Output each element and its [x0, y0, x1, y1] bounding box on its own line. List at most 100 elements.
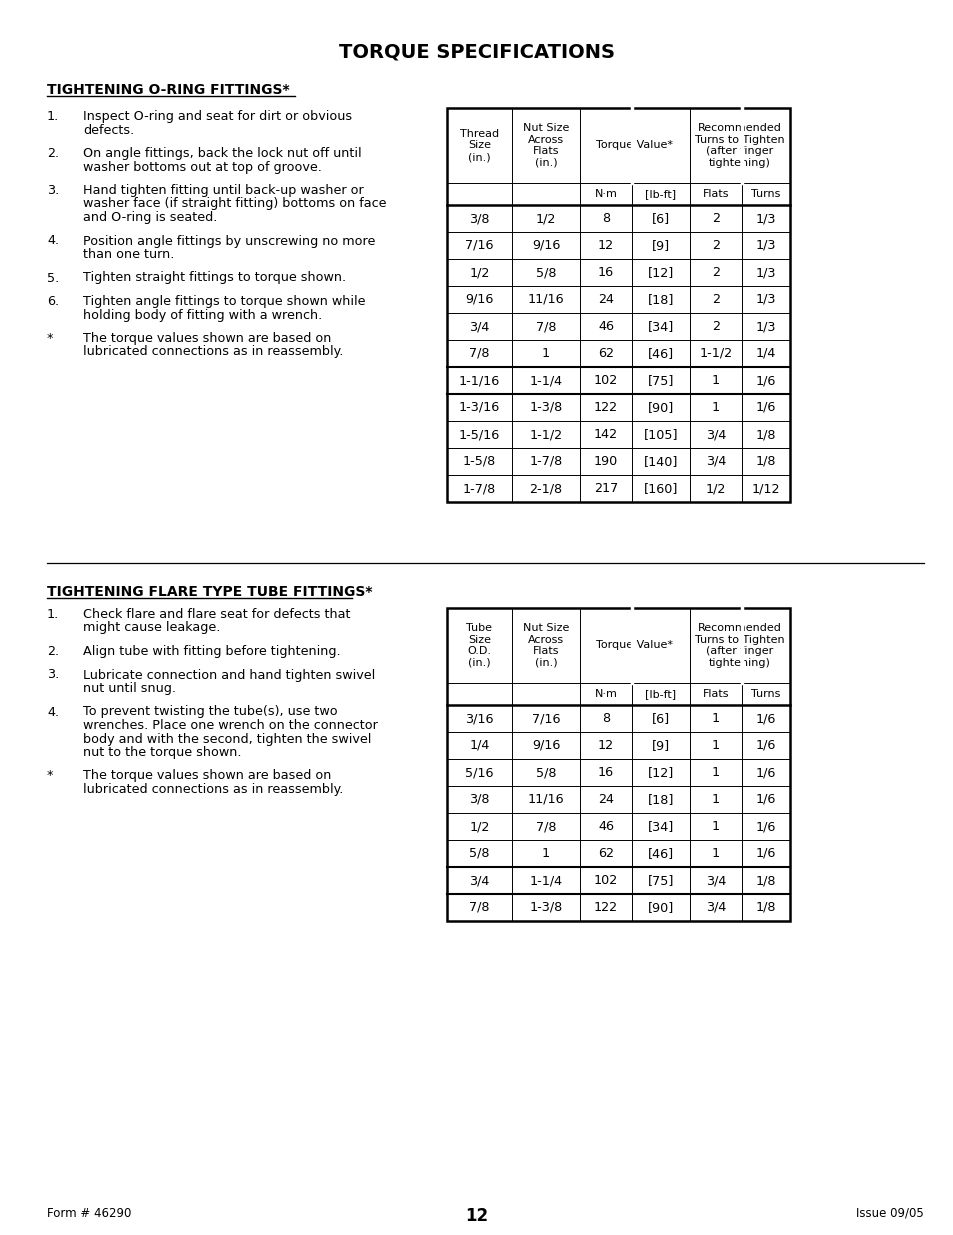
Text: 3.: 3.	[47, 668, 59, 682]
Text: 1/6: 1/6	[755, 401, 776, 414]
Text: 24: 24	[598, 793, 614, 806]
Text: body and with the second, tighten the swivel: body and with the second, tighten the sw…	[83, 732, 371, 746]
Text: 1: 1	[541, 347, 550, 359]
Text: 1/4: 1/4	[755, 347, 776, 359]
Text: Form # 46290: Form # 46290	[47, 1207, 132, 1220]
Text: N·m: N·m	[594, 689, 617, 699]
Text: 9/16: 9/16	[465, 293, 493, 306]
Text: 46: 46	[598, 320, 614, 333]
Text: [105]: [105]	[643, 429, 678, 441]
Text: [9]: [9]	[651, 739, 669, 752]
Text: 1/3: 1/3	[755, 293, 776, 306]
Text: 5/8: 5/8	[536, 266, 556, 279]
Text: [6]: [6]	[651, 212, 669, 225]
Text: 2: 2	[711, 293, 720, 306]
Text: 102: 102	[594, 874, 618, 887]
Text: 1/8: 1/8	[755, 902, 776, 914]
Text: 1: 1	[711, 766, 720, 779]
Text: 9/16: 9/16	[531, 240, 559, 252]
Text: 12: 12	[598, 240, 614, 252]
Text: 7/8: 7/8	[536, 820, 556, 832]
Text: 1-5/8: 1-5/8	[462, 454, 496, 468]
Text: [90]: [90]	[647, 902, 674, 914]
Text: 5/8: 5/8	[536, 766, 556, 779]
Text: 8: 8	[601, 212, 609, 225]
Text: nut until snug.: nut until snug.	[83, 682, 175, 695]
Text: 6.: 6.	[47, 295, 59, 308]
Text: 2-1/8: 2-1/8	[529, 482, 562, 495]
Text: might cause leakage.: might cause leakage.	[83, 621, 220, 635]
Text: Recommended
Turns to Tighten
(after finger
tightening): Recommended Turns to Tighten (after fing…	[695, 124, 784, 168]
Text: 1/3: 1/3	[755, 266, 776, 279]
Text: 1-1/4: 1-1/4	[529, 874, 562, 887]
Text: 1-1/2: 1-1/2	[699, 347, 732, 359]
Text: 5.: 5.	[47, 272, 59, 284]
Text: Tighten straight fittings to torque shown.: Tighten straight fittings to torque show…	[83, 272, 346, 284]
Text: Turns: Turns	[751, 689, 780, 699]
Text: 11/16: 11/16	[527, 293, 564, 306]
Text: 1.: 1.	[47, 608, 59, 621]
Text: [18]: [18]	[647, 293, 674, 306]
Text: 122: 122	[594, 401, 618, 414]
Text: 2: 2	[711, 240, 720, 252]
Text: To prevent twisting the tube(s), use two: To prevent twisting the tube(s), use two	[83, 705, 337, 719]
Text: 1-1/16: 1-1/16	[458, 374, 499, 387]
Text: than one turn.: than one turn.	[83, 248, 174, 261]
Text: 1-3/8: 1-3/8	[529, 401, 562, 414]
Bar	[447, 107, 789, 501]
Text: 3/8: 3/8	[469, 793, 489, 806]
Text: 7/8: 7/8	[536, 320, 556, 333]
Text: 1/6: 1/6	[755, 793, 776, 806]
Text: 1/4: 1/4	[469, 739, 489, 752]
Text: 1/6: 1/6	[755, 766, 776, 779]
Text: 1/6: 1/6	[755, 713, 776, 725]
Text: 1: 1	[711, 793, 720, 806]
Text: 1: 1	[711, 820, 720, 832]
Text: 24: 24	[598, 293, 614, 306]
Text: 1-3/8: 1-3/8	[529, 902, 562, 914]
Text: [34]: [34]	[647, 820, 674, 832]
Text: and O-ring is seated.: and O-ring is seated.	[83, 211, 217, 224]
Text: 1/8: 1/8	[755, 454, 776, 468]
Text: Turns: Turns	[751, 189, 780, 199]
Text: 3/4: 3/4	[469, 320, 489, 333]
Text: Hand tighten fitting until back-up washer or: Hand tighten fitting until back-up washe…	[83, 184, 363, 198]
Text: holding body of fitting with a wrench.: holding body of fitting with a wrench.	[83, 309, 322, 321]
Text: wrenches. Place one wrench on the connector: wrenches. Place one wrench on the connec…	[83, 719, 377, 732]
Text: 2: 2	[711, 320, 720, 333]
Bar	[447, 608, 789, 921]
Text: lubricated connections as in reassembly.: lubricated connections as in reassembly.	[83, 346, 343, 358]
Text: 7/8: 7/8	[469, 902, 489, 914]
Text: 217: 217	[594, 482, 618, 495]
Text: Tube
Size
O.D.
(in.): Tube Size O.D. (in.)	[466, 624, 492, 668]
Text: 1: 1	[541, 847, 550, 860]
Text: Tighten angle fittings to torque shown while: Tighten angle fittings to torque shown w…	[83, 295, 365, 308]
Text: 2.: 2.	[47, 147, 59, 161]
Text: [46]: [46]	[647, 847, 674, 860]
Text: [140]: [140]	[643, 454, 678, 468]
Text: *: *	[47, 332, 53, 345]
Text: 1/2: 1/2	[469, 266, 489, 279]
Text: 1-7/8: 1-7/8	[462, 482, 496, 495]
Text: 1: 1	[711, 401, 720, 414]
Text: 1/6: 1/6	[755, 374, 776, 387]
Text: 190: 190	[594, 454, 618, 468]
Text: [90]: [90]	[647, 401, 674, 414]
Text: 1/6: 1/6	[755, 820, 776, 832]
Text: 1-1/4: 1-1/4	[529, 374, 562, 387]
Text: 142: 142	[594, 429, 618, 441]
Text: Nut Size
Across
Flats
(in.): Nut Size Across Flats (in.)	[522, 124, 569, 168]
Text: 3/16: 3/16	[465, 713, 494, 725]
Text: [12]: [12]	[647, 766, 674, 779]
Text: washer bottoms out at top of groove.: washer bottoms out at top of groove.	[83, 161, 321, 173]
Text: 1/2: 1/2	[469, 820, 489, 832]
Text: 1/8: 1/8	[755, 874, 776, 887]
Text: 7/8: 7/8	[469, 347, 489, 359]
Text: 12: 12	[598, 739, 614, 752]
Text: 1-7/8: 1-7/8	[529, 454, 562, 468]
Text: [12]: [12]	[647, 266, 674, 279]
Text: washer face (if straight fitting) bottoms on face: washer face (if straight fitting) bottom…	[83, 198, 386, 210]
Text: 1/2: 1/2	[705, 482, 725, 495]
Text: 3.: 3.	[47, 184, 59, 198]
Text: [6]: [6]	[651, 713, 669, 725]
